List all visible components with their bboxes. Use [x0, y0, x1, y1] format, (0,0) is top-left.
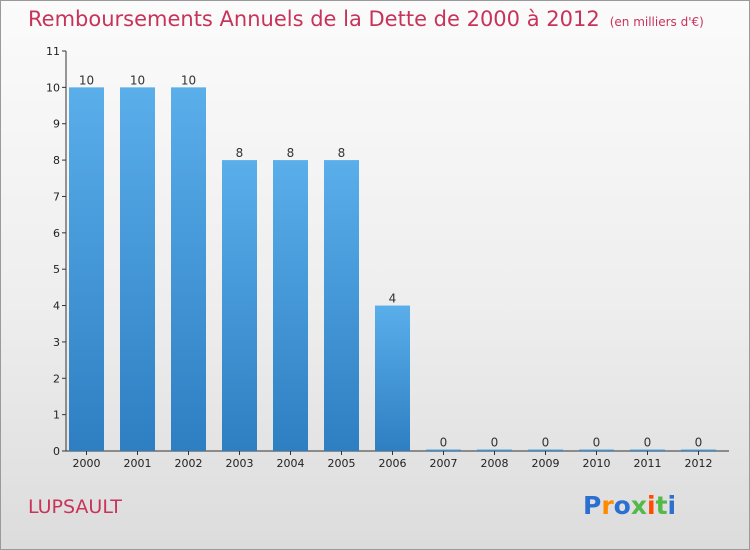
value-label-2008: 0 [491, 436, 499, 450]
chart-title-text: Remboursements Annuels de la Dette de 20… [28, 7, 600, 31]
x-tick-label: 2006 [379, 457, 407, 470]
x-tick-label: 2010 [583, 457, 611, 470]
value-label-2001: 10 [130, 73, 145, 87]
value-label-2005: 8 [338, 146, 346, 160]
bar-2002 [171, 87, 206, 451]
x-tick-label: 2000 [73, 457, 101, 470]
value-label-2004: 8 [287, 146, 295, 160]
y-tick-label: 9 [53, 118, 60, 131]
bars [69, 87, 716, 451]
bar-2005 [324, 160, 359, 451]
bar-2003 [222, 160, 257, 451]
value-label-2007: 0 [440, 436, 448, 450]
y-tick-label: 8 [53, 154, 60, 167]
y-axis: 0 1 2 3 4 5 6 7 8 9 10 11 [46, 45, 67, 458]
value-labels: 10 10 10 8 8 8 4 0 0 0 0 0 0 [79, 73, 702, 449]
chart-unit: (en milliers d'€) [609, 15, 704, 29]
y-tick-label: 0 [53, 445, 60, 458]
y-tick-label: 1 [53, 409, 60, 422]
y-tick-label: 2 [53, 372, 60, 385]
x-tick-label: 2001 [124, 457, 152, 470]
chart-title: Remboursements Annuels de la Dette de 20… [28, 7, 704, 31]
commune-name: LUPSAULT [28, 496, 122, 518]
y-tick-label: 6 [53, 227, 60, 240]
value-label-2009: 0 [542, 436, 550, 450]
bar-2000 [69, 87, 104, 451]
x-tick-label: 2002 [175, 457, 203, 470]
bar-2009 [528, 449, 563, 451]
value-label-2003: 8 [236, 146, 244, 160]
value-label-2012: 0 [695, 436, 703, 450]
value-label-2011: 0 [644, 436, 652, 450]
y-tick-label: 4 [53, 300, 60, 313]
bar-2008 [477, 449, 512, 451]
x-axis: 2000 2001 2002 2003 2004 2005 2006 2007 2008 2009… [66, 450, 729, 470]
x-tick-label: 2011 [634, 457, 662, 470]
bar-2011 [630, 449, 665, 451]
value-label-2002: 10 [181, 73, 196, 87]
proxiti-logo: Proxiti [583, 491, 677, 520]
bar-2007 [426, 449, 461, 451]
x-tick-label: 2008 [481, 457, 509, 470]
x-tick-label: 2009 [532, 457, 560, 470]
bar-2004 [273, 160, 308, 451]
y-tick-label: 7 [53, 190, 60, 203]
x-tick-label: 2012 [685, 457, 713, 470]
bar-2006 [375, 305, 410, 451]
x-tick-label: 2005 [328, 457, 356, 470]
y-tick-label: 10 [46, 81, 60, 94]
bar-2010 [579, 449, 614, 451]
y-tick-label: 11 [46, 45, 60, 58]
value-label-2006: 4 [389, 292, 397, 306]
x-tick-label: 2003 [226, 457, 254, 470]
bar-2012 [681, 449, 716, 451]
value-label-2000: 10 [79, 73, 94, 87]
bar-2001 [120, 87, 155, 451]
y-tick-label: 5 [53, 263, 60, 276]
x-tick-label: 2004 [277, 457, 305, 470]
value-label-2010: 0 [593, 436, 601, 450]
y-tick-label: 3 [53, 336, 60, 349]
x-tick-label: 2007 [430, 457, 458, 470]
